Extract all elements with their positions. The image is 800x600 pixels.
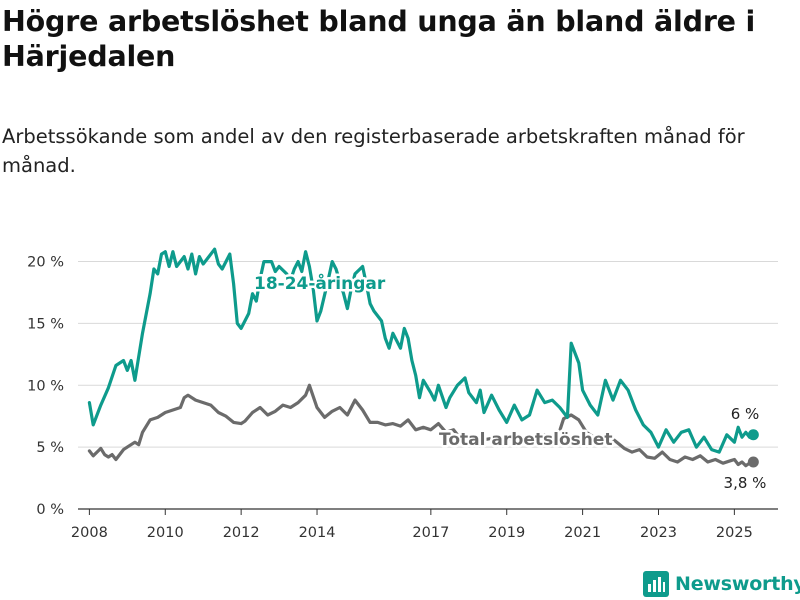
x-tick-label: 2021: [564, 525, 601, 541]
bar-chart-logo-icon: [643, 571, 669, 597]
x-tick-label: 2023: [640, 525, 677, 541]
x-tick-label: 2008: [71, 525, 108, 541]
brand-logo: Newsworthy: [643, 570, 800, 598]
y-tick-label: 20 %: [27, 255, 64, 271]
y-tick-label: 10 %: [27, 378, 64, 394]
y-tick-label: 5 %: [36, 440, 64, 456]
series-young-end-point: [747, 429, 759, 441]
series-young-end-label: 6 %: [731, 405, 760, 423]
series-total-end-label: 3,8 %: [724, 474, 767, 492]
y-tick-label: 15 %: [27, 316, 64, 332]
brand-name: Newsworthy: [675, 573, 800, 595]
series-total-line: [87, 383, 755, 468]
chart-subtitle: Arbetssökande som andel av den registerb…: [2, 125, 745, 177]
series-total-label: Total arbetslöshet: [439, 430, 613, 450]
x-tick-label: 2010: [147, 525, 184, 541]
x-tick-label: 2025: [716, 525, 753, 541]
y-tick-label: 0 %: [36, 502, 64, 518]
chart-title: Högre arbetslöshet bland unga än bland ä…: [2, 5, 756, 73]
x-tick-label: 2014: [299, 525, 336, 541]
series-young-line: [87, 247, 755, 454]
x-tick-label: 2017: [412, 525, 449, 541]
series-total-end-point: [747, 456, 759, 468]
x-tick-label: 2012: [223, 525, 260, 541]
x-tick-label: 2019: [488, 525, 525, 541]
series-young-label: 18-24-åringar: [254, 272, 386, 294]
